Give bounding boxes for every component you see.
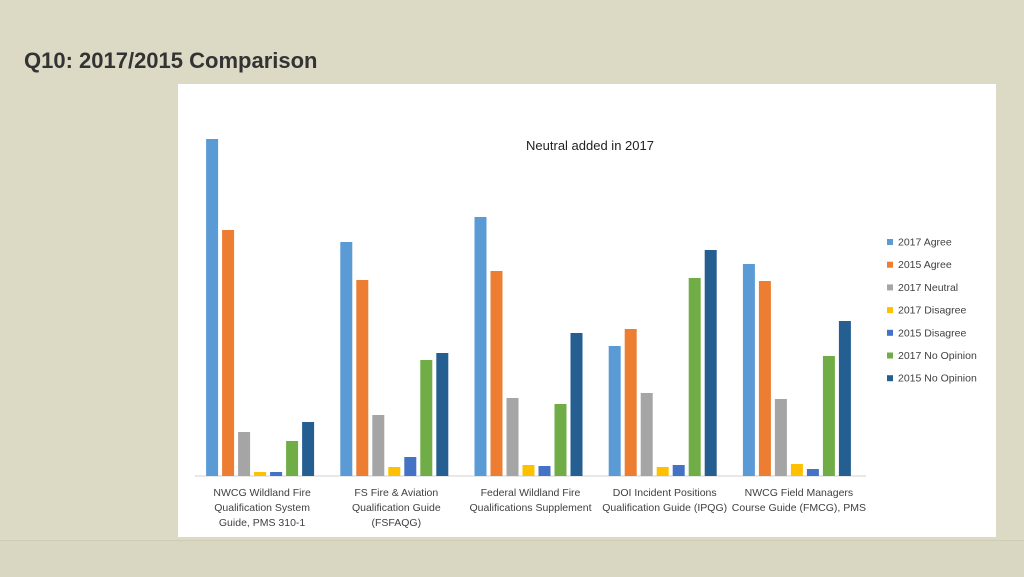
bar-2017-disagree bbox=[656, 467, 669, 476]
legend-label: 2017 Neutral bbox=[898, 282, 958, 294]
bar-2017-neutral bbox=[640, 393, 653, 476]
bar-2015-agree bbox=[222, 230, 235, 476]
bar-2017-agree bbox=[340, 242, 353, 476]
legend-label: 2015 No Opinion bbox=[898, 373, 977, 385]
legend-label: 2017 Agree bbox=[898, 237, 952, 249]
bar-2015-no-opinion bbox=[838, 321, 851, 476]
legend-label: 2017 Disagree bbox=[898, 305, 966, 317]
bar-2017-no-opinion bbox=[688, 278, 701, 476]
bar-2017-neutral bbox=[372, 415, 385, 476]
legend-swatch bbox=[887, 352, 893, 359]
bar-2017-neutral bbox=[238, 432, 251, 476]
bar-2017-no-opinion bbox=[822, 356, 835, 476]
bar-2015-disagree bbox=[270, 472, 283, 476]
bar-2017-disagree bbox=[254, 472, 267, 476]
bar-2015-no-opinion bbox=[704, 250, 717, 476]
bar-2015-no-opinion bbox=[436, 353, 449, 476]
x-tick-label: FS Fire & Aviation bbox=[354, 487, 438, 499]
legend-swatch bbox=[887, 375, 893, 382]
bar-2015-agree bbox=[624, 329, 637, 476]
bar-2017-disagree bbox=[388, 467, 401, 476]
x-tick-label: NWCG Field Managers bbox=[745, 487, 854, 499]
bar-2017-no-opinion bbox=[554, 404, 567, 476]
x-tick-label: Federal Wildland Fire bbox=[481, 487, 581, 499]
legend-swatch bbox=[887, 329, 893, 336]
bar-2017-disagree bbox=[790, 464, 803, 476]
bar-2015-disagree bbox=[404, 457, 417, 476]
legend-label: 2015 Disagree bbox=[898, 327, 966, 339]
bar-2017-disagree bbox=[522, 465, 535, 476]
chart-panel: Neutral added in 2017 NWCG Wildland Fire… bbox=[178, 84, 996, 537]
bar-2015-disagree bbox=[538, 466, 551, 476]
x-tick-label: Guide, PMS 310-1 bbox=[219, 517, 306, 529]
bar-2015-no-opinion bbox=[570, 333, 583, 476]
chart-title: Neutral added in 2017 bbox=[526, 138, 654, 153]
bar-2017-neutral bbox=[774, 399, 787, 476]
x-tick-label: Qualification Guide bbox=[352, 502, 441, 514]
bar-2015-agree bbox=[356, 280, 369, 476]
bar-2017-agree bbox=[474, 217, 487, 476]
legend-swatch bbox=[887, 307, 893, 314]
bar-2017-agree bbox=[742, 264, 755, 476]
legend-swatch bbox=[887, 261, 893, 268]
legend-label: 2017 No Opinion bbox=[898, 350, 977, 362]
bar-2015-disagree bbox=[806, 469, 819, 476]
legend-swatch bbox=[887, 284, 893, 291]
x-tick-label: DOI Incident Positions bbox=[613, 487, 717, 499]
legend-swatch bbox=[887, 239, 893, 245]
bar-2017-no-opinion bbox=[286, 441, 299, 476]
footer-band bbox=[0, 540, 1024, 577]
x-tick-label: Qualification Guide (IPQG) bbox=[602, 502, 727, 514]
bar-2017-no-opinion bbox=[420, 360, 433, 476]
bar-chart: Neutral added in 2017 NWCG Wildland Fire… bbox=[195, 138, 977, 529]
x-tick-label: Course Guide (FMCG), PMS bbox=[732, 502, 866, 514]
bar-2017-neutral bbox=[506, 398, 519, 476]
x-tick-label: Qualification System bbox=[214, 502, 310, 514]
slide-title: Q10: 2017/2015 Comparison bbox=[24, 48, 318, 73]
x-tick-label: NWCG Wildland Fire bbox=[213, 487, 311, 499]
x-tick-label: (FSFAQG) bbox=[372, 517, 422, 529]
bar-2015-agree bbox=[490, 271, 503, 476]
bar-2017-agree bbox=[206, 139, 219, 476]
bar-2015-agree bbox=[758, 281, 771, 476]
bar-2017-agree bbox=[608, 346, 621, 476]
bar-2015-no-opinion bbox=[302, 422, 315, 476]
legend-label: 2015 Agree bbox=[898, 259, 952, 271]
x-tick-label: Qualifications Supplement bbox=[470, 502, 592, 514]
bar-2015-disagree bbox=[672, 465, 685, 476]
